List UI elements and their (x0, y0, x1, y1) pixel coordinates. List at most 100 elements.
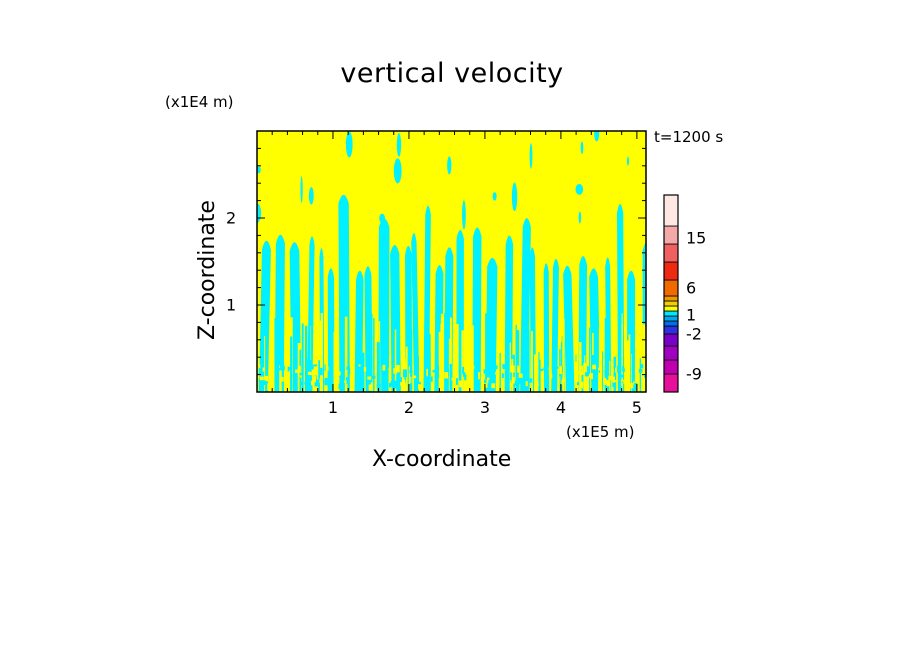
surface-cell (427, 378, 430, 385)
surface-cell (602, 377, 607, 386)
surface-cell (368, 381, 371, 385)
surface-cell (555, 366, 559, 369)
streak (639, 358, 642, 392)
surface-cell (344, 380, 347, 384)
surface-cell (436, 375, 438, 381)
surface-cell (261, 380, 266, 385)
surface-cell (472, 365, 475, 369)
upper-feature (511, 182, 518, 212)
plume (274, 234, 285, 392)
streak (516, 330, 520, 392)
streak (500, 337, 503, 392)
surface-cell (259, 376, 264, 381)
surface-cell (401, 373, 404, 376)
surface-cell (487, 375, 490, 378)
streak (309, 360, 313, 392)
streak (444, 312, 448, 392)
upper-feature (447, 156, 452, 175)
surface-cell (511, 377, 515, 384)
streak (471, 325, 474, 392)
surface-cell (338, 374, 343, 377)
streak (602, 351, 604, 392)
surface-cell (502, 366, 507, 370)
upper-feature (575, 183, 584, 195)
streak (264, 336, 266, 392)
surface-cell (627, 370, 631, 375)
streak (508, 339, 510, 392)
y-tick-label: 2 (226, 208, 237, 228)
streak (333, 331, 337, 392)
surface-cell (400, 377, 402, 384)
streak (531, 331, 533, 392)
surface-cell (417, 381, 421, 385)
streak (515, 324, 517, 392)
upper-feature (580, 141, 584, 155)
surface-cell (385, 375, 388, 379)
surface-cell (636, 378, 640, 383)
surface-cell (561, 379, 563, 385)
surface-cell (548, 366, 551, 371)
surface-cell (264, 375, 269, 382)
streak (418, 318, 421, 392)
colorbar-segment (663, 333, 679, 347)
surface-cell (314, 379, 319, 387)
surface-cell (621, 379, 623, 386)
surface-cell (403, 369, 408, 378)
streak (344, 316, 348, 392)
surface-cell (522, 366, 525, 372)
surface-cell (286, 376, 290, 381)
upper-feature (345, 131, 353, 158)
surface-cell (310, 380, 315, 386)
surface-cell (421, 365, 424, 371)
surface-cell (605, 373, 607, 379)
streak (598, 367, 601, 392)
surface-cell (478, 372, 480, 380)
streak (410, 328, 413, 392)
upper-feature (379, 213, 385, 224)
streak (455, 324, 459, 392)
plume (563, 265, 575, 392)
streak (642, 324, 646, 392)
surface-cell (594, 382, 598, 386)
streak (274, 318, 276, 392)
upper-feature (578, 211, 582, 224)
streak (589, 327, 591, 392)
surface-cell (371, 375, 376, 379)
surface-cell (409, 369, 413, 374)
surface-cell (298, 365, 301, 373)
x-unit-label: (x1E5 m) (566, 423, 635, 441)
plume (338, 194, 350, 392)
streak (448, 338, 450, 392)
surface-cell (519, 376, 522, 383)
surface-cell (431, 369, 435, 373)
surface-cell (484, 379, 486, 386)
surface-cell (638, 368, 643, 373)
streak (287, 355, 290, 392)
surface-cell (376, 383, 381, 388)
surface-cell (304, 381, 307, 385)
x-tick-label: 4 (555, 398, 566, 417)
colorbar-segment (663, 279, 679, 297)
surface-cell (335, 367, 338, 373)
surface-cell (287, 366, 291, 371)
chart-title: vertical velocity (340, 58, 564, 89)
y-tick-label: 1 (226, 295, 237, 315)
surface-cell (606, 379, 610, 387)
surface-cell (509, 383, 513, 388)
surface-cell (451, 377, 455, 381)
streak (631, 353, 633, 392)
streak (523, 340, 526, 392)
surface-cell (393, 368, 398, 374)
colorbar-segment (663, 310, 679, 317)
streak (394, 329, 397, 392)
streak (304, 358, 308, 392)
surface-cell (360, 369, 364, 377)
surface-cell (430, 376, 433, 382)
streak (613, 356, 617, 392)
streak (461, 330, 464, 392)
surface-cell (588, 373, 592, 378)
surface-cell (363, 366, 367, 372)
surface-cell (312, 375, 316, 383)
surface-cell (410, 376, 412, 384)
plume (485, 257, 498, 392)
